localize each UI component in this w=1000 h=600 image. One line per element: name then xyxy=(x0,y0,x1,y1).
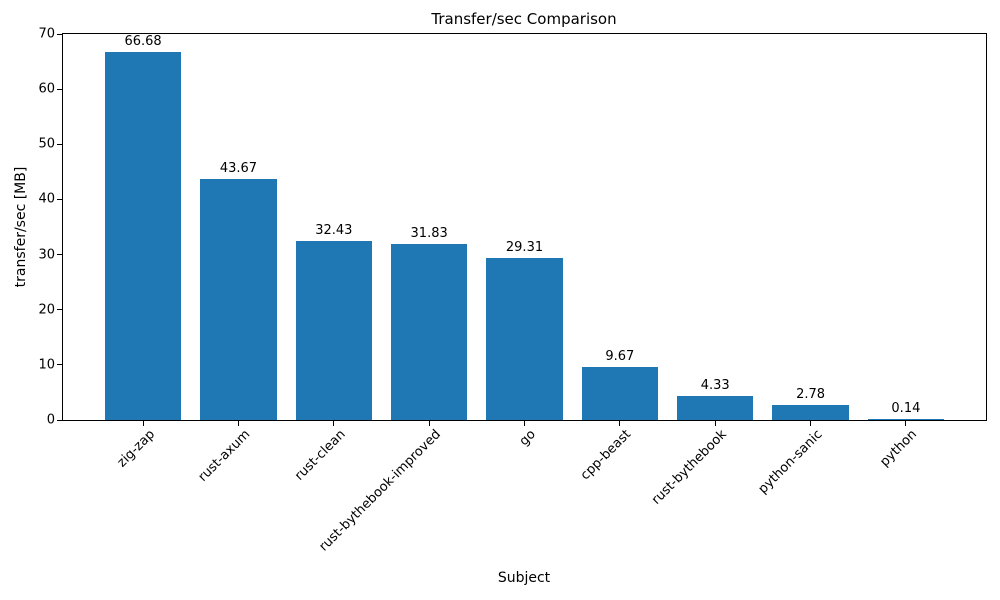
y-tick-mark xyxy=(57,309,63,311)
y-tick-mark xyxy=(57,88,63,90)
y-tick-label: 60 xyxy=(38,81,55,97)
y-tick-mark xyxy=(57,143,63,145)
y-tick-mark xyxy=(57,419,63,421)
x-tick-label-text: rust-clean xyxy=(291,427,349,484)
x-tick-label-text: rust-bythebook xyxy=(649,427,730,508)
bar-value-label: 29.31 xyxy=(505,240,544,256)
x-axis-label: Subject xyxy=(497,570,551,586)
x-tick-label-text: python-sanic xyxy=(755,427,826,497)
x-tick-label-text: cpp-beast xyxy=(578,427,635,484)
y-tick-mark xyxy=(57,33,63,35)
plot-area: 0 10 20 30 40 50 60 70 66.68 zig-zap 43.67 rust-axu… xyxy=(38,27,987,554)
y-tick-label: 70 xyxy=(38,26,55,42)
x-tick-mark xyxy=(810,420,812,426)
bar-python-sanic xyxy=(772,404,849,420)
x-tick-label-text: zig-zap xyxy=(114,427,158,471)
x-tick-mark xyxy=(428,420,430,426)
y-tick-label: 20 xyxy=(38,302,55,318)
bar-value-label: 0.14 xyxy=(891,401,921,417)
bar-value-label: 4.33 xyxy=(700,378,730,394)
bar-value-label: 66.68 xyxy=(124,34,162,50)
bar-go xyxy=(486,258,563,420)
x-tick-mark xyxy=(714,420,716,426)
bar-rust-bythebook-improved xyxy=(391,244,468,420)
y-tick-label: 0 xyxy=(46,412,55,428)
x-tick-mark xyxy=(524,420,525,426)
bar-value-label: 9.67 xyxy=(605,348,635,364)
bar-value-label: 43.67 xyxy=(219,161,258,177)
bar-rust-axum xyxy=(200,179,277,420)
y-tick-label: 40 xyxy=(38,191,55,207)
y-tick-label: 50 xyxy=(38,136,55,152)
x-tick-mark xyxy=(142,420,144,426)
x-tick-mark xyxy=(333,420,335,426)
x-tick-mark xyxy=(619,420,621,426)
bar-value-label: 2.78 xyxy=(796,386,826,402)
x-tick-label-text: go xyxy=(517,427,540,450)
x-tick-mark xyxy=(237,420,239,426)
x-tick-label-text: rust-axum xyxy=(195,427,254,485)
y-tick-label: 30 xyxy=(38,247,55,263)
bar-zig-zap xyxy=(104,52,182,420)
bar-value-label: 32.43 xyxy=(315,223,353,239)
y-tick-mark xyxy=(57,254,63,256)
bar-python xyxy=(867,419,945,420)
y-tick-label: 10 xyxy=(38,357,55,373)
bar-rust-clean xyxy=(295,241,372,420)
bar-value-label: 31.83 xyxy=(410,226,448,242)
x-tick-label-text: python xyxy=(877,427,921,470)
bar-rust-bythebook xyxy=(677,396,754,420)
bar-cpp-beast xyxy=(581,366,658,420)
y-tick-mark xyxy=(57,364,63,366)
x-tick-mark xyxy=(905,420,907,426)
y-tick-mark xyxy=(57,198,63,200)
chart-title: Transfer/sec Comparison xyxy=(431,10,617,28)
y-axis-label: transfer/sec [MB] xyxy=(13,166,29,288)
